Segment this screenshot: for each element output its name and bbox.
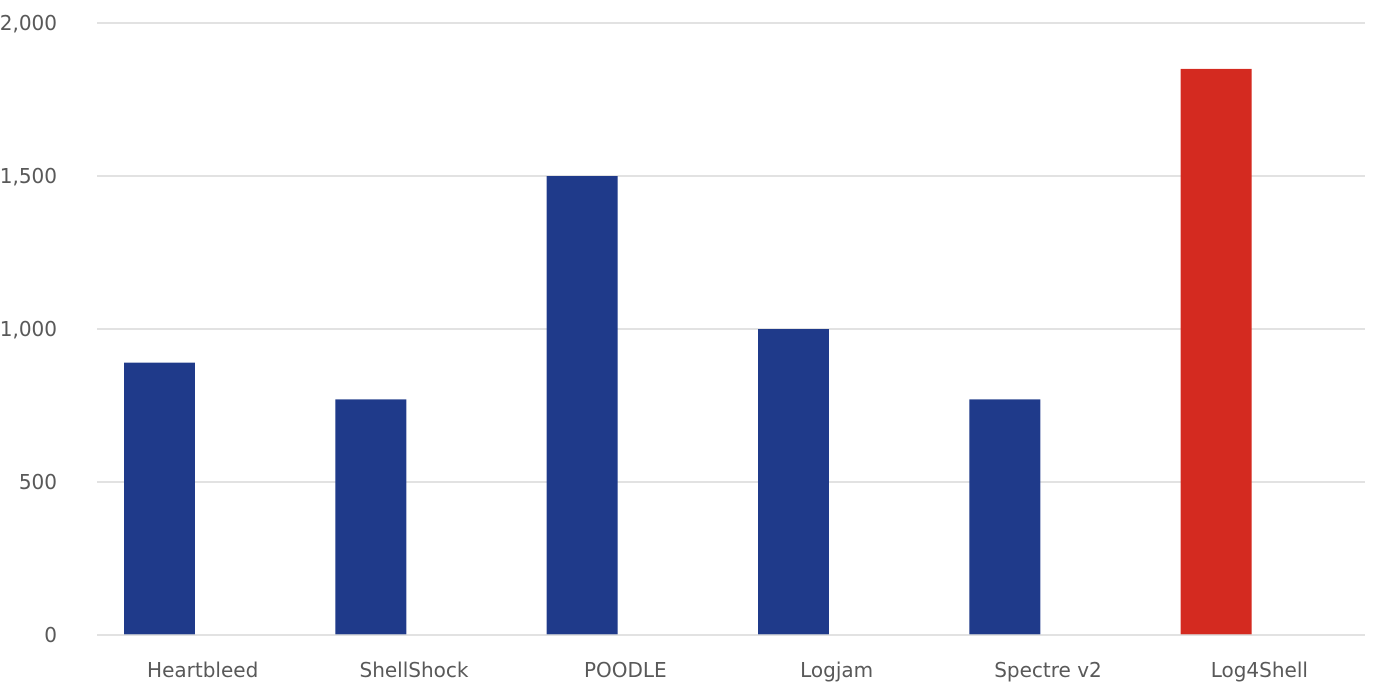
bar-poodle — [546, 176, 618, 635]
bar-log4shell — [1180, 68, 1252, 635]
y-tick-label: 500 — [19, 470, 57, 494]
x-tick-label: Logjam — [800, 658, 873, 682]
bar-shellshock — [335, 399, 407, 635]
y-tick-label: 0 — [44, 623, 57, 647]
y-tick-label: 1,000 — [0, 317, 57, 341]
x-tick-label: Log4Shell — [1211, 658, 1308, 682]
x-axis-tick-labels: Heartbleed ShellShock POODLE Logjam Spectre … — [147, 658, 1308, 682]
bar-logjam — [758, 329, 829, 635]
x-tick-label: Spectre v2 — [994, 658, 1102, 682]
y-tick-label: 1,500 — [0, 164, 57, 188]
x-tick-label: POODLE — [584, 658, 667, 682]
x-tick-label: ShellShock — [360, 658, 469, 682]
bar-heartbleed — [124, 362, 195, 635]
y-tick-label: 2,000 — [0, 11, 57, 35]
x-tick-label: Heartbleed — [147, 658, 258, 682]
y-axis-tick-labels: 0 500 1,000 1,500 2,000 — [0, 11, 57, 647]
gridlines — [97, 22, 1365, 483]
bars — [124, 68, 1252, 635]
bar-spectre-v2 — [969, 399, 1041, 635]
